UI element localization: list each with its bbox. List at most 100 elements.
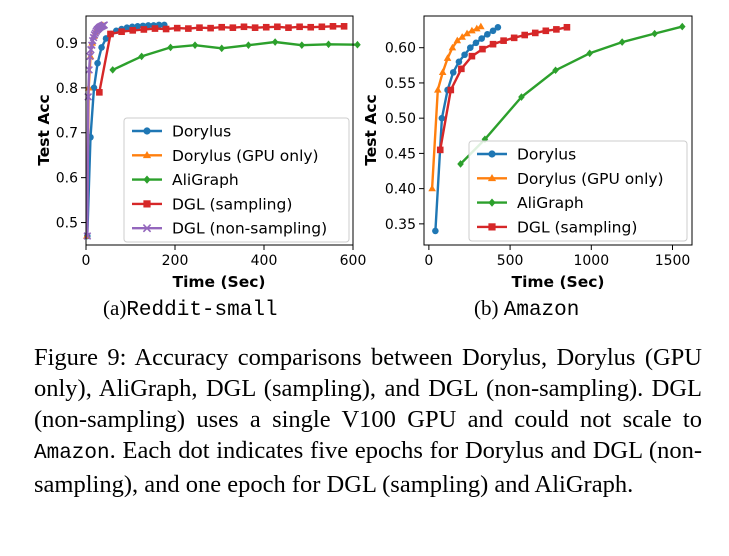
data-point xyxy=(458,65,465,73)
y-tick-label: 0.35 xyxy=(385,217,416,233)
data-point xyxy=(218,44,226,53)
data-point xyxy=(296,23,303,31)
x-axis-label: Time (Sec) xyxy=(173,273,266,291)
legend-frame xyxy=(468,140,688,242)
legend-marker xyxy=(143,127,151,135)
data-point xyxy=(448,43,457,51)
series-aligraph xyxy=(457,22,686,168)
data-point xyxy=(354,40,361,49)
series-dgl-sampling xyxy=(96,23,348,96)
plot-frame xyxy=(423,15,693,246)
legend-label: DGL (sampling) xyxy=(172,195,292,213)
data-point xyxy=(196,24,203,31)
x-tick-label: 1000 xyxy=(573,253,609,269)
data-point xyxy=(129,27,137,34)
data-point xyxy=(678,22,686,31)
data-point xyxy=(107,30,114,38)
data-point xyxy=(167,43,174,52)
legend-label: Dorylus xyxy=(172,123,231,141)
data-point xyxy=(521,31,529,39)
legend-marker xyxy=(488,223,496,231)
legend-entry-aligraph: AliGraph xyxy=(132,171,239,189)
chart-b: 0 500 1000 1500 0.35 0.40 0.45 0.50 0.55 0.60 Time… xyxy=(362,15,693,291)
legend-label: AliGraph xyxy=(517,194,584,212)
series-dorylus xyxy=(432,23,502,235)
data-point xyxy=(461,51,468,59)
x-axis-label: Time (Sec) xyxy=(512,273,605,291)
data-point xyxy=(207,24,214,32)
data-point xyxy=(140,26,148,33)
series-line-aligraph xyxy=(112,40,358,71)
data-point xyxy=(477,22,485,30)
legend-entry-aligraph: AliGraph xyxy=(477,194,584,212)
data-point xyxy=(185,25,192,32)
chart-a: 0 200 400 600 0.5 0.6 0.7 0.8 0.9 Time (Sec) Test … xyxy=(35,15,366,291)
legend-marker xyxy=(487,174,497,182)
data-point xyxy=(453,36,462,44)
data-point xyxy=(118,28,125,36)
data-point xyxy=(251,24,259,31)
data-point xyxy=(325,40,332,49)
legend-entry-dorylus-gpu-only: Dorylus (GPU only) xyxy=(132,147,319,165)
plot-frame xyxy=(85,15,354,246)
data-point xyxy=(240,23,248,31)
data-point xyxy=(86,52,94,61)
data-point xyxy=(479,45,486,53)
data-point xyxy=(438,68,447,76)
caption-part1: Figure 9: Accuracy comparisons between D… xyxy=(34,344,702,433)
data-point xyxy=(151,25,159,32)
data-point xyxy=(449,69,457,76)
data-point xyxy=(90,84,98,92)
y-tick-label: 0.7 xyxy=(56,126,78,142)
data-point xyxy=(478,35,485,42)
legend-label: Dorylus (GPU only) xyxy=(172,147,319,165)
data-point xyxy=(85,66,93,74)
legend-marker xyxy=(488,198,496,207)
data-point xyxy=(274,23,281,31)
data-point xyxy=(191,41,199,49)
legend-marker xyxy=(142,151,152,159)
data-point xyxy=(173,24,181,32)
data-point xyxy=(618,38,626,46)
subcaption-b-name: Amazon xyxy=(503,299,580,322)
data-point xyxy=(466,44,474,52)
x-tick-label: 0 xyxy=(82,253,91,269)
legend-label: Dorylus (GPU only) xyxy=(517,170,664,188)
y-tick-label: 0.60 xyxy=(385,41,416,57)
data-point xyxy=(432,227,439,235)
data-point xyxy=(489,40,497,48)
data-point xyxy=(329,23,337,30)
subcaption-b-prefix: (b) xyxy=(474,296,504,320)
data-point xyxy=(651,29,658,38)
y-tick-label: 0.45 xyxy=(385,146,416,162)
data-point xyxy=(438,114,446,122)
y-tick-label: 0.5 xyxy=(56,216,78,232)
data-point xyxy=(468,52,476,60)
series-dgl-sampling xyxy=(436,23,571,154)
x-tick-label: 1500 xyxy=(655,253,691,269)
data-point xyxy=(83,232,92,240)
legend-marker xyxy=(488,150,496,158)
legend-marker xyxy=(143,200,151,208)
data-point xyxy=(518,93,525,101)
legend-entry-dgl-sampling: DGL (sampling) xyxy=(132,195,292,213)
x-tick-label: 400 xyxy=(251,253,278,269)
data-point xyxy=(271,38,279,46)
data-point xyxy=(494,23,502,31)
data-point xyxy=(443,54,452,61)
subcaption-a-prefix: (a) xyxy=(103,296,127,320)
caption-part2: . Each dot indicates five epochs for Dor… xyxy=(34,437,702,498)
subcaption-a: (a)Reddit-small xyxy=(103,296,278,322)
data-point xyxy=(463,29,471,37)
data-point xyxy=(318,23,326,31)
series-dgl-non-sampling xyxy=(83,21,109,240)
data-point xyxy=(586,49,593,58)
data-point xyxy=(229,24,237,31)
y-tick-label: 0.8 xyxy=(56,81,78,97)
x-tick-label: 500 xyxy=(497,253,524,269)
data-point xyxy=(123,24,131,31)
subcaption-a-name: Reddit-small xyxy=(126,299,278,322)
legend-label: DGL (sampling) xyxy=(517,218,637,236)
data-point xyxy=(162,25,170,33)
